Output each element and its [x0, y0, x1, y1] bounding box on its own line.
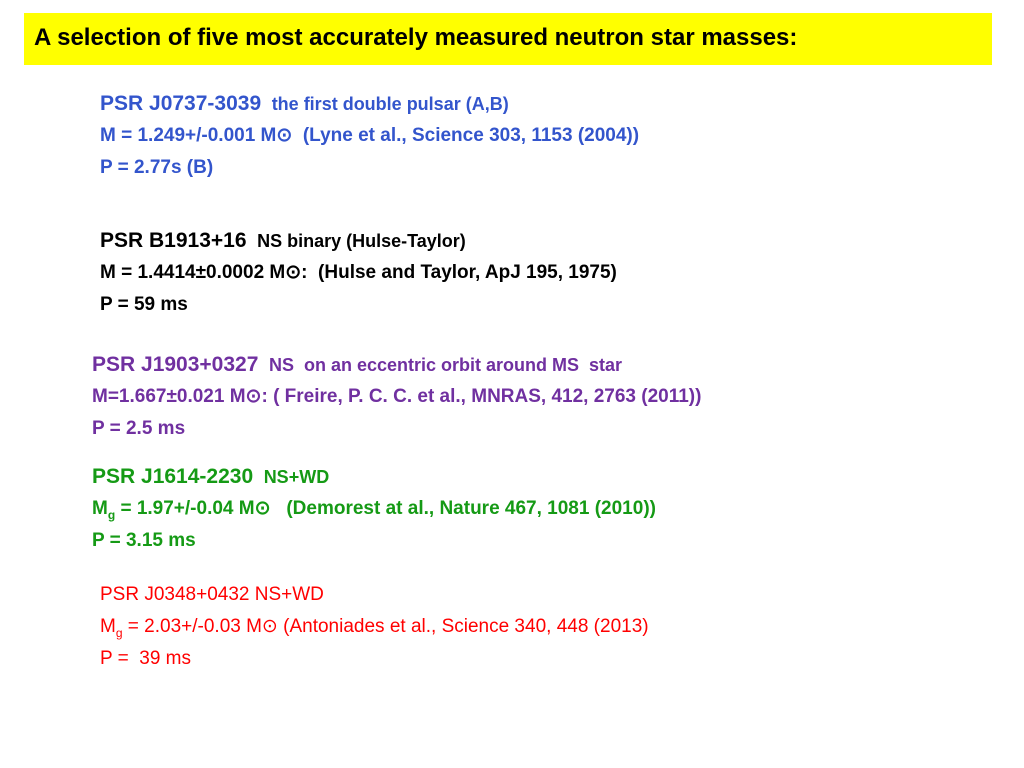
pulsar-name: PSR B1913+16 [100, 229, 247, 252]
entry-line: P = 3.15 ms [92, 525, 656, 557]
pulsar-name: PSR J1614-2230 [92, 465, 254, 488]
pulsar-note: NS+WD [263, 467, 330, 487]
entry-line: P = 39 ms [100, 643, 649, 675]
pulsar-entry: PSR J1903+0327 NS on an eccentric orbit … [92, 349, 701, 445]
entry-heading: PSR B1913+16 NS binary (Hulse-Taylor) [100, 225, 617, 257]
line-text: M=1.667±0.021 M⊙: ( Freire, P. C. C. et … [92, 386, 702, 407]
entry-line: M=1.667±0.021 M⊙: ( Freire, P. C. C. et … [92, 381, 701, 413]
pulsar-entry: PSR J0348+0432 NS+WD Mg = 2.03+/-0.03 M⊙ … [100, 579, 649, 675]
line-text: P = 2.5 ms [92, 418, 186, 439]
pulsar-name: PSR J1903+0327 [92, 353, 259, 376]
title: A selection of five most accurately meas… [34, 24, 798, 51]
line-text: = 2.03+/-0.03 M⊙ (Antoniades et al., Sci… [122, 616, 649, 637]
mass-symbol: M [100, 616, 116, 637]
entry-line: P = 2.77s (B) [100, 152, 639, 184]
pulsar-note: NS binary (Hulse-Taylor) [257, 231, 466, 251]
line-text: P = 39 ms [100, 648, 192, 669]
mass-subscript: g [115, 625, 123, 640]
line-text: P = 59 ms [100, 294, 188, 315]
entry-line: Mg = 2.03+/-0.03 M⊙ (Antoniades et al., … [100, 611, 649, 643]
line-text: M = 1.4414±0.0002 M⊙: (Hulse and Taylor,… [100, 262, 617, 283]
line-text: P = 3.15 ms [92, 530, 196, 551]
mass-symbol: M [92, 498, 108, 519]
entry-line: Mg = 1.97+/-0.04 M⊙ (Demorest at al., Na… [92, 493, 656, 525]
entry-heading: PSR J0737-3039 the first double pulsar (… [100, 88, 639, 120]
title-banner: A selection of five most accurately meas… [24, 13, 992, 65]
line-text: M = 1.249+/-0.001 M⊙ (Lyne et al., Scien… [100, 125, 640, 146]
pulsar-entry: PSR J0737-3039 the first double pulsar (… [100, 88, 639, 184]
pulsar-entry: PSR J1614-2230 NS+WD Mg = 1.97+/-0.04 M⊙ … [92, 461, 656, 557]
entry-line: P = 59 ms [100, 289, 617, 321]
entry-heading: PSR J0348+0432 NS+WD [100, 579, 649, 611]
entry-line: M = 1.4414±0.0002 M⊙: (Hulse and Taylor,… [100, 257, 617, 289]
pulsar-note: NS on an eccentric orbit around MS star [268, 355, 623, 375]
pulsar-note: the first double pulsar (A,B) [271, 94, 509, 114]
line-text: P = 2.77s (B) [100, 157, 214, 178]
entry-line: M = 1.249+/-0.001 M⊙ (Lyne et al., Scien… [100, 120, 639, 152]
entry-heading: PSR J1614-2230 NS+WD [92, 461, 656, 493]
pulsar-name: PSR J0348+0432 NS+WD [100, 584, 324, 605]
mass-subscript: g [107, 507, 116, 522]
line-text: = 1.97+/-0.04 M⊙ (Demorest at al., Natur… [115, 498, 656, 519]
entry-line: P = 2.5 ms [92, 413, 701, 445]
pulsar-name: PSR J0737-3039 [100, 92, 262, 115]
pulsar-entry: PSR B1913+16 NS binary (Hulse-Taylor) M =… [100, 225, 617, 321]
entry-heading: PSR J1903+0327 NS on an eccentric orbit … [92, 349, 701, 381]
